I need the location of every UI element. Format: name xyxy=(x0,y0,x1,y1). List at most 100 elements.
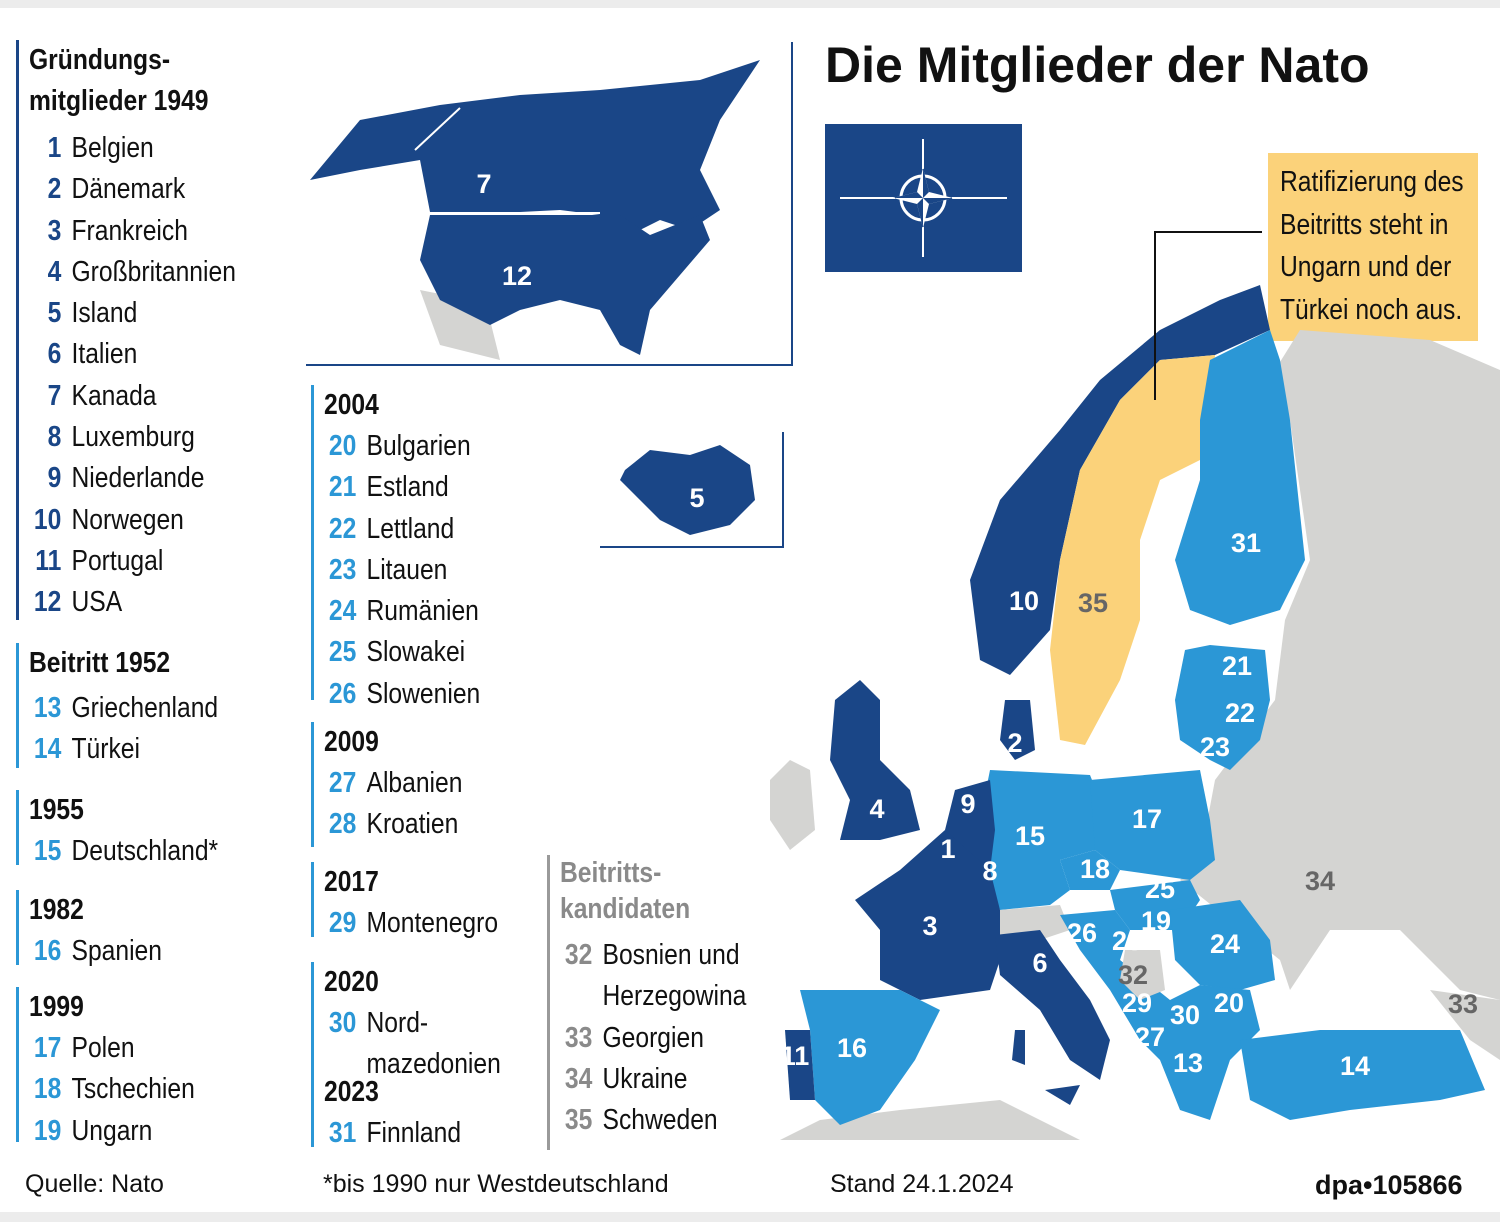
north-africa xyxy=(780,1100,1080,1140)
list-item: 34 Ukraine xyxy=(560,1059,746,1100)
country-15 xyxy=(980,770,1100,910)
group-heading: mitglieder 1949 xyxy=(29,85,209,117)
country-name: Norwegen xyxy=(71,503,184,536)
country-12 xyxy=(420,215,710,355)
list-item: 5 Island xyxy=(29,293,236,334)
list-item: 3 Frankreich xyxy=(29,211,236,252)
nato-flag xyxy=(825,124,1022,272)
country-name: Island xyxy=(71,297,138,330)
group-list: 31 Finnland xyxy=(324,1113,485,1154)
country-number: 7 xyxy=(47,379,62,412)
sicily xyxy=(1045,1085,1080,1105)
country-name: Finnland xyxy=(366,1117,462,1149)
country-name: Großbritannien xyxy=(71,255,236,288)
map-label-14: 14 xyxy=(1340,1051,1370,1081)
map-label-34: 34 xyxy=(1305,866,1335,896)
country-11 xyxy=(785,1030,815,1100)
map-label-35: 35 xyxy=(1078,588,1108,618)
dpa-credit: dpa•105866 xyxy=(1315,1170,1463,1200)
footnote-text: *bis 1990 nur Westdeutschland xyxy=(323,1170,669,1198)
list-item: 13 Griechenland xyxy=(29,688,218,729)
map-label-9: 9 xyxy=(960,789,975,819)
group-heading: 1982 xyxy=(29,894,84,926)
group-1999: 1999 17 Polen 18 Tschechien 19 Ungarn xyxy=(16,987,224,1147)
country-name: Tschechien xyxy=(71,1073,195,1106)
map-label-30: 30 xyxy=(1170,1000,1200,1030)
country-number: 28 xyxy=(328,808,357,841)
country-name: Lettland xyxy=(366,512,455,545)
group-2020: 2020 30 Nord-mazedonien xyxy=(311,962,532,1080)
map-label-16: 16 xyxy=(837,1033,867,1063)
list-item: 17 Polen xyxy=(29,1028,195,1069)
country-10 xyxy=(970,285,1270,675)
list-item: 27 Albanien xyxy=(324,763,463,804)
group-heading: Gründungs- xyxy=(29,44,171,76)
country-name: Herzegowina xyxy=(602,980,747,1013)
inset-north-america xyxy=(306,42,793,366)
country-number: 13 xyxy=(33,692,62,724)
list-item: 8 Luxemburg xyxy=(29,417,236,458)
list-item: 18 Tschechien xyxy=(29,1069,195,1110)
country-name: Ukraine xyxy=(602,1062,688,1095)
country-name: Polen xyxy=(71,1032,135,1064)
group-heading: 2004 xyxy=(324,389,379,421)
country-name: Albanien xyxy=(366,767,463,799)
country-name: Spanien xyxy=(71,935,162,967)
country-name: Frankreich xyxy=(71,214,188,247)
top-border xyxy=(0,0,1500,8)
country-number: 14 xyxy=(33,733,62,766)
list-item: 26 Slowenien xyxy=(324,674,480,715)
callout-line: Beitritts steht in xyxy=(1280,208,1449,241)
country-name: Nord- xyxy=(366,1007,429,1039)
map-label-6: 6 xyxy=(1032,948,1047,978)
country-name: Bosnien und xyxy=(602,939,740,971)
list-item: 25 Slowakei xyxy=(324,632,480,673)
group-list: 27 Albanien 28 Kroatien xyxy=(324,763,487,846)
list-item: 10 Norwegen xyxy=(29,500,236,541)
country-name: Bulgarien xyxy=(366,430,471,462)
map-europe xyxy=(770,231,1500,1140)
list-item: 35 Schweden xyxy=(560,1100,746,1141)
source-text: Quelle: Nato xyxy=(25,1170,164,1198)
group-heading: 2020 xyxy=(324,966,379,998)
list-item: 29 Montenegro xyxy=(324,903,498,944)
list-item: 7 Kanada xyxy=(29,376,236,417)
map-label-32: 32 xyxy=(1118,960,1148,990)
country-number: 29 xyxy=(328,907,357,939)
country-name: Ungarn xyxy=(71,1114,153,1147)
country-name: Niederlande xyxy=(71,462,205,495)
map-label-2: 2 xyxy=(1007,728,1022,758)
list-item: 24 Rumänien xyxy=(324,591,480,632)
group-1952: Beitritt 1952 13 Griechenland 14 Türkei xyxy=(16,643,252,768)
country-number: 31 xyxy=(328,1117,357,1149)
country-18 xyxy=(1060,850,1120,890)
group-heading: 1999 xyxy=(29,991,84,1023)
country-33 xyxy=(1430,990,1500,1060)
balkans xyxy=(1060,910,1260,1120)
callout-ratification: Ratifizierung des Beitritts steht in Ung… xyxy=(1268,153,1478,341)
map-label-20: 20 xyxy=(1214,988,1244,1018)
country-number: 21 xyxy=(328,471,357,504)
list-item: 15 Deutschland* xyxy=(29,831,218,872)
country-16 xyxy=(800,990,940,1125)
country-number: 24 xyxy=(328,595,357,628)
map-label-15: 15 xyxy=(1015,821,1045,851)
map-label-18: 18 xyxy=(1080,854,1110,884)
country-7 xyxy=(310,60,760,230)
country-name: Kroatien xyxy=(366,808,459,841)
country-number: 34 xyxy=(564,1062,593,1095)
country-number: 3 xyxy=(47,214,62,247)
country-number: 19 xyxy=(33,1114,62,1147)
map-label-24: 24 xyxy=(1210,929,1240,959)
map-label-33: 33 xyxy=(1448,989,1478,1019)
country-number: 8 xyxy=(47,421,62,454)
list-item: 9 Niederlande xyxy=(29,458,236,499)
list-item: 16 Spanien xyxy=(29,931,162,972)
list-item: 20 Bulgarien xyxy=(324,426,480,467)
page-title: Die Mitglieder der Nato xyxy=(825,37,1370,93)
group-2017: 2017 29 Montenegro xyxy=(311,862,529,939)
group-list: 32 Bosnien und Herzegowina 33 Georgien 34 Ukra… xyxy=(560,935,779,1141)
list-item: 21 Estland xyxy=(324,467,480,508)
list-item: 32 Bosnien und xyxy=(560,935,746,976)
country-name: Luxemburg xyxy=(71,421,195,454)
